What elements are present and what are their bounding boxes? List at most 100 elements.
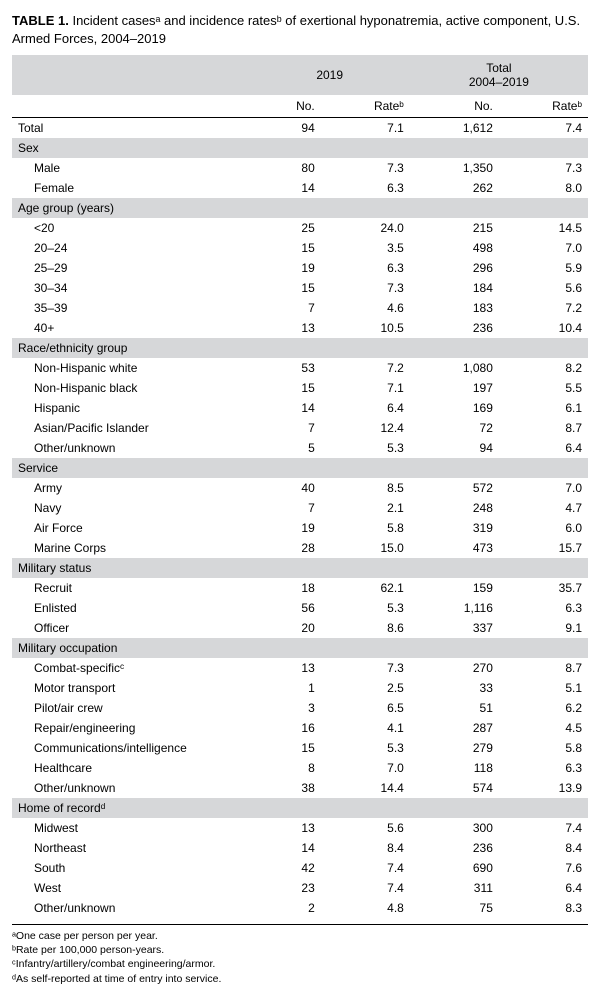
- cell: 7: [250, 498, 321, 518]
- table-row: 30–34157.31845.6: [12, 278, 588, 298]
- table-title: TABLE 1. Incident casesᵃ and incidence r…: [12, 12, 588, 47]
- cell: 4.5: [499, 718, 588, 738]
- cell: 5: [250, 438, 321, 458]
- section-title: Military status: [12, 558, 588, 578]
- table-row: 25–29196.32965.9: [12, 258, 588, 278]
- row-label: Midwest: [12, 818, 250, 838]
- cell: 296: [410, 258, 499, 278]
- row-label: Male: [12, 158, 250, 178]
- table-row: 40+1310.523610.4: [12, 318, 588, 338]
- table-row: Navy72.12484.7: [12, 498, 588, 518]
- col-group-total: Total 2004–2019: [410, 55, 588, 95]
- section-header: Service: [12, 458, 588, 478]
- cell: 337: [410, 618, 499, 638]
- table-row: Combat-specificᶜ137.32708.7: [12, 658, 588, 678]
- cell: 24.0: [321, 218, 410, 238]
- cell: 7.4: [499, 118, 588, 139]
- cell: 7.3: [499, 158, 588, 178]
- row-label: Repair/engineering: [12, 718, 250, 738]
- cell: 13: [250, 818, 321, 838]
- cell: 35.7: [499, 578, 588, 598]
- table-row: Army408.55727.0: [12, 478, 588, 498]
- table-row: Northeast148.42368.4: [12, 838, 588, 858]
- cell: 1: [250, 678, 321, 698]
- row-label: <20: [12, 218, 250, 238]
- row-label: Marine Corps: [12, 538, 250, 558]
- cell: 572: [410, 478, 499, 498]
- cell: 80: [250, 158, 321, 178]
- row-label: Enlisted: [12, 598, 250, 618]
- cell: 15: [250, 278, 321, 298]
- section-title: Age group (years): [12, 198, 588, 218]
- cell: 10.4: [499, 318, 588, 338]
- row-label: 30–34: [12, 278, 250, 298]
- table-row: Midwest135.63007.4: [12, 818, 588, 838]
- table-row: Communications/intelligence155.32795.8: [12, 738, 588, 758]
- row-label: West: [12, 878, 250, 898]
- row-label: Other/unknown: [12, 898, 250, 918]
- cell: 4.6: [321, 298, 410, 318]
- row-label: Pilot/air crew: [12, 698, 250, 718]
- cell: 8.7: [499, 658, 588, 678]
- cell: 7.2: [499, 298, 588, 318]
- cell: 6.3: [499, 598, 588, 618]
- cell: 319: [410, 518, 499, 538]
- cell: 7.4: [499, 818, 588, 838]
- row-label: Hispanic: [12, 398, 250, 418]
- cell: 7.6: [499, 858, 588, 878]
- cell: 6.1: [499, 398, 588, 418]
- cell: 473: [410, 538, 499, 558]
- data-table: 2019Total 2004–2019No.RateᵇNo.RateᵇTotal…: [12, 55, 588, 918]
- table-row: Recruit1862.115935.7: [12, 578, 588, 598]
- table-row: Marine Corps2815.047315.7: [12, 538, 588, 558]
- cell: 16: [250, 718, 321, 738]
- cell: 8.4: [321, 838, 410, 858]
- table-row: 20–24153.54987.0: [12, 238, 588, 258]
- cell: 169: [410, 398, 499, 418]
- cell: 6.4: [321, 398, 410, 418]
- cell: 311: [410, 878, 499, 898]
- table-row: Non-Hispanic black157.11975.5: [12, 378, 588, 398]
- cell: 14.4: [321, 778, 410, 798]
- table-row: Other/unknown24.8758.3: [12, 898, 588, 918]
- cell: 300: [410, 818, 499, 838]
- table-row: Male807.31,3507.3: [12, 158, 588, 178]
- row-label: Navy: [12, 498, 250, 518]
- cell: 574: [410, 778, 499, 798]
- cell: 184: [410, 278, 499, 298]
- row-label: Motor transport: [12, 678, 250, 698]
- row-label: Army: [12, 478, 250, 498]
- cell: 7.2: [321, 358, 410, 378]
- cell: 5.3: [321, 598, 410, 618]
- section-title: Military occupation: [12, 638, 588, 658]
- cell: 18: [250, 578, 321, 598]
- cell: 75: [410, 898, 499, 918]
- col-no-1: No.: [250, 95, 321, 118]
- cell: 248: [410, 498, 499, 518]
- cell: 287: [410, 718, 499, 738]
- row-label: Asian/Pacific Islander: [12, 418, 250, 438]
- cell: 51: [410, 698, 499, 718]
- cell: 10.5: [321, 318, 410, 338]
- cell: 33: [410, 678, 499, 698]
- cell: 5.5: [499, 378, 588, 398]
- table-row: Female146.32628.0: [12, 178, 588, 198]
- cell: 7.3: [321, 658, 410, 678]
- row-label: South: [12, 858, 250, 878]
- row-label: Female: [12, 178, 250, 198]
- table-row: Asian/Pacific Islander712.4728.7: [12, 418, 588, 438]
- section-title: Sex: [12, 138, 588, 158]
- row-label: Recruit: [12, 578, 250, 598]
- footnotes: ᵃOne case per person per year.ᵇRate per …: [12, 924, 588, 986]
- row-label: Combat-specificᶜ: [12, 658, 250, 678]
- row-label: 25–29: [12, 258, 250, 278]
- row-label: Air Force: [12, 518, 250, 538]
- cell: 6.3: [321, 178, 410, 198]
- cell: 4.7: [499, 498, 588, 518]
- cell: 1,080: [410, 358, 499, 378]
- cell: 7.0: [499, 478, 588, 498]
- cell: 8.5: [321, 478, 410, 498]
- row-label: 40+: [12, 318, 250, 338]
- cell: 7: [250, 298, 321, 318]
- cell: 72: [410, 418, 499, 438]
